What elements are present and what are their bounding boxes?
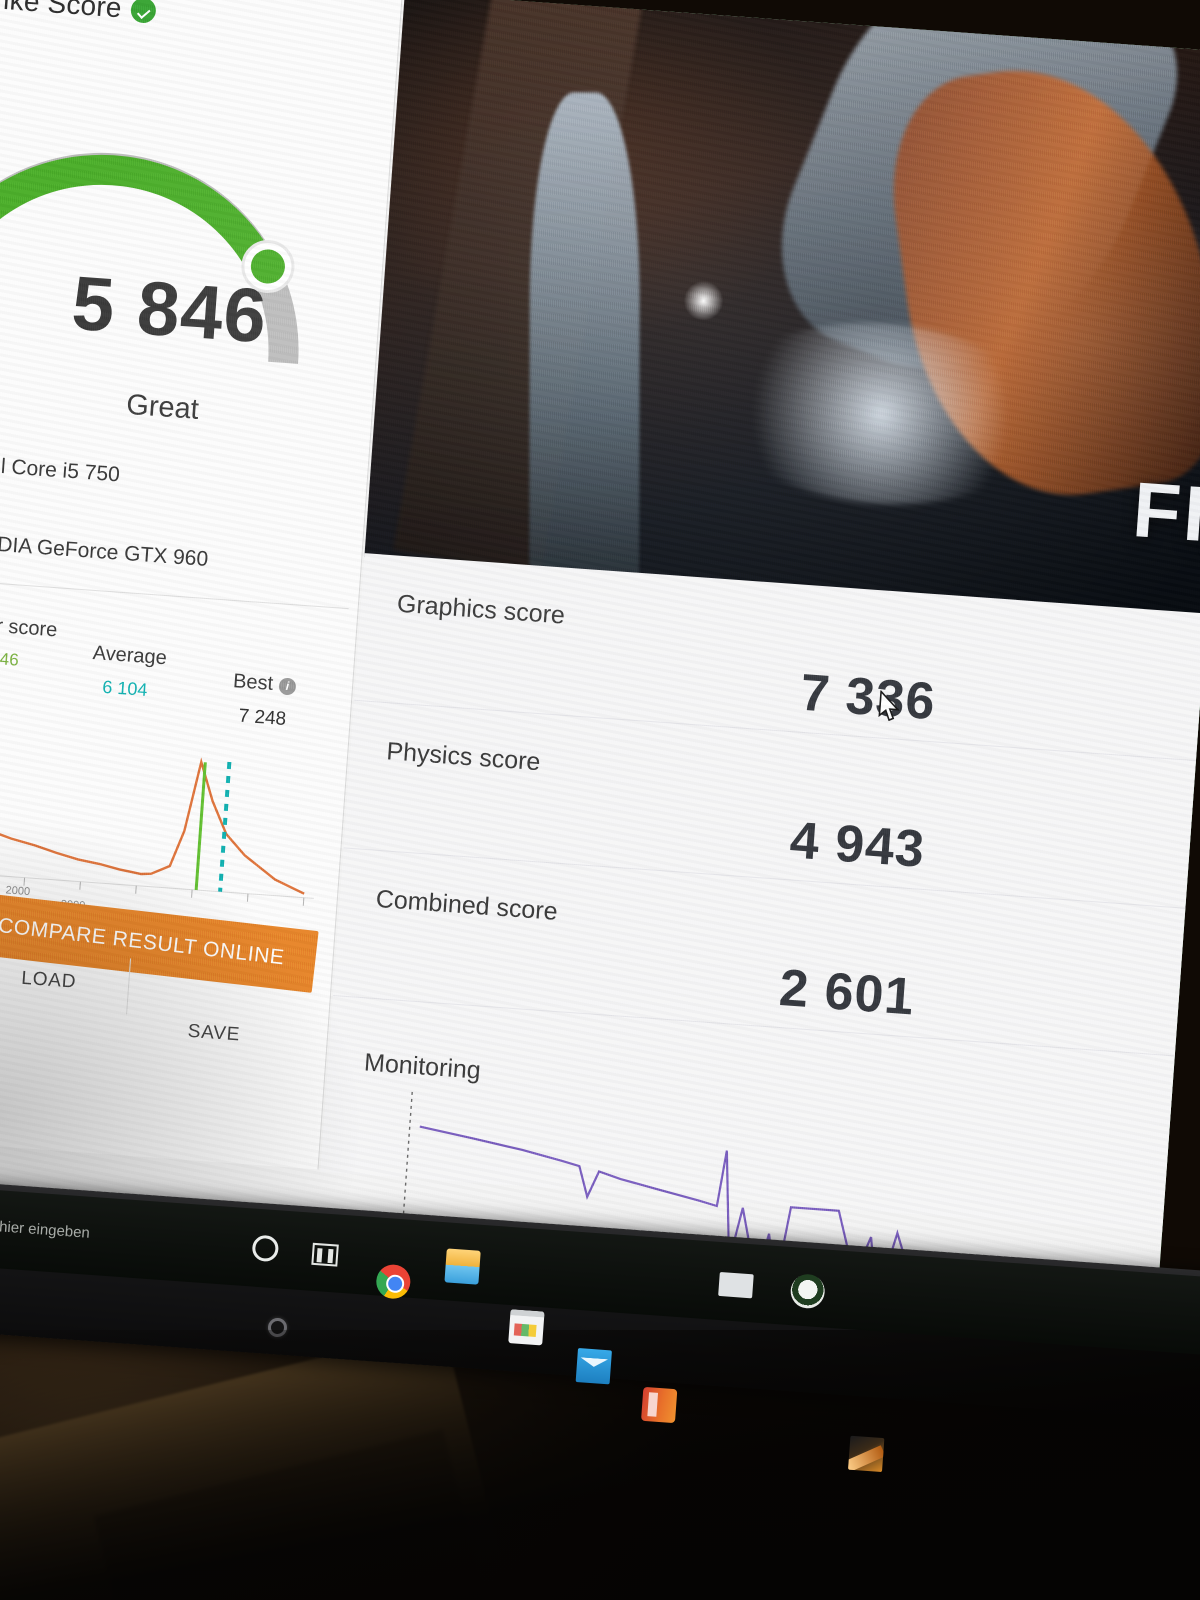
chrome-icon[interactable]: [375, 1263, 412, 1300]
score-row-value: 7 336: [798, 663, 938, 732]
best-score-value: 7 248: [237, 705, 287, 730]
page-title-text: e Strike Score: [0, 0, 123, 24]
info-icon[interactable]: i: [278, 677, 297, 696]
best-score-label-text: Best: [232, 670, 274, 695]
average-score-value: 6 104: [101, 676, 149, 700]
task-view-icon[interactable]: [311, 1242, 339, 1267]
validated-checkmark-icon: [129, 0, 157, 24]
office-icon[interactable]: [641, 1386, 678, 1424]
hero-glow: [682, 279, 725, 323]
score-row-label: Graphics score: [396, 589, 566, 630]
3dmark-window: e Strike Score 5 846 Great Intel Core i5…: [0, 0, 1200, 1282]
result-summary-panel: e Strike Score 5 846 Great Intel Core i5…: [0, 0, 404, 1170]
benchmark-hero-image: FIR: [364, 0, 1200, 621]
your-score-label: Your score: [0, 612, 59, 642]
score-distribution-chart: 1000 2000 3000 4000 5000 6000 7000: [0, 723, 325, 964]
load-button[interactable]: LOAD: [0, 947, 132, 1015]
panel-divider: [0, 579, 349, 610]
save-button[interactable]: SAVE: [187, 1020, 241, 1046]
hero-art-shape: [529, 92, 641, 613]
mouse-cursor: [876, 689, 905, 731]
your-score-value: 5 846: [0, 648, 20, 670]
cortana-icon[interactable]: [251, 1234, 280, 1263]
monitoring-title: Monitoring: [363, 1048, 482, 1085]
gpu-name: NVIDIA GeForce GTX 960: [0, 530, 209, 571]
mail-icon[interactable]: [575, 1348, 612, 1385]
game-icon[interactable]: [848, 1435, 885, 1473]
score-gauge: [0, 32, 382, 398]
monitor-screen: e Strike Score 5 846 Great Intel Core i5…: [0, 0, 1200, 1370]
emblem-icon[interactable]: [789, 1273, 826, 1310]
distribution-svg: [0, 757, 314, 906]
sub-scores-list: Graphics score 7 336 Physics score 4 943…: [320, 553, 1200, 1282]
file-explorer-icon[interactable]: [444, 1248, 481, 1285]
best-score-label: Best i: [232, 670, 297, 697]
score-row-value: 4 943: [787, 811, 927, 879]
average-score-label: Average: [92, 642, 168, 670]
search-input[interactable]: e Text hier eingeben: [0, 1215, 91, 1242]
hero-title: FIR: [1129, 465, 1200, 563]
cpu-name: Intel Core i5 750: [0, 452, 121, 487]
snipping-tool-icon[interactable]: [718, 1271, 754, 1299]
score-row-label: Physics score: [385, 737, 542, 777]
score-row-label: Combined score: [374, 884, 559, 926]
store-icon[interactable]: [508, 1309, 545, 1346]
page-title: e Strike Score: [0, 0, 304, 37]
score-row-value: 2 601: [777, 959, 917, 1027]
